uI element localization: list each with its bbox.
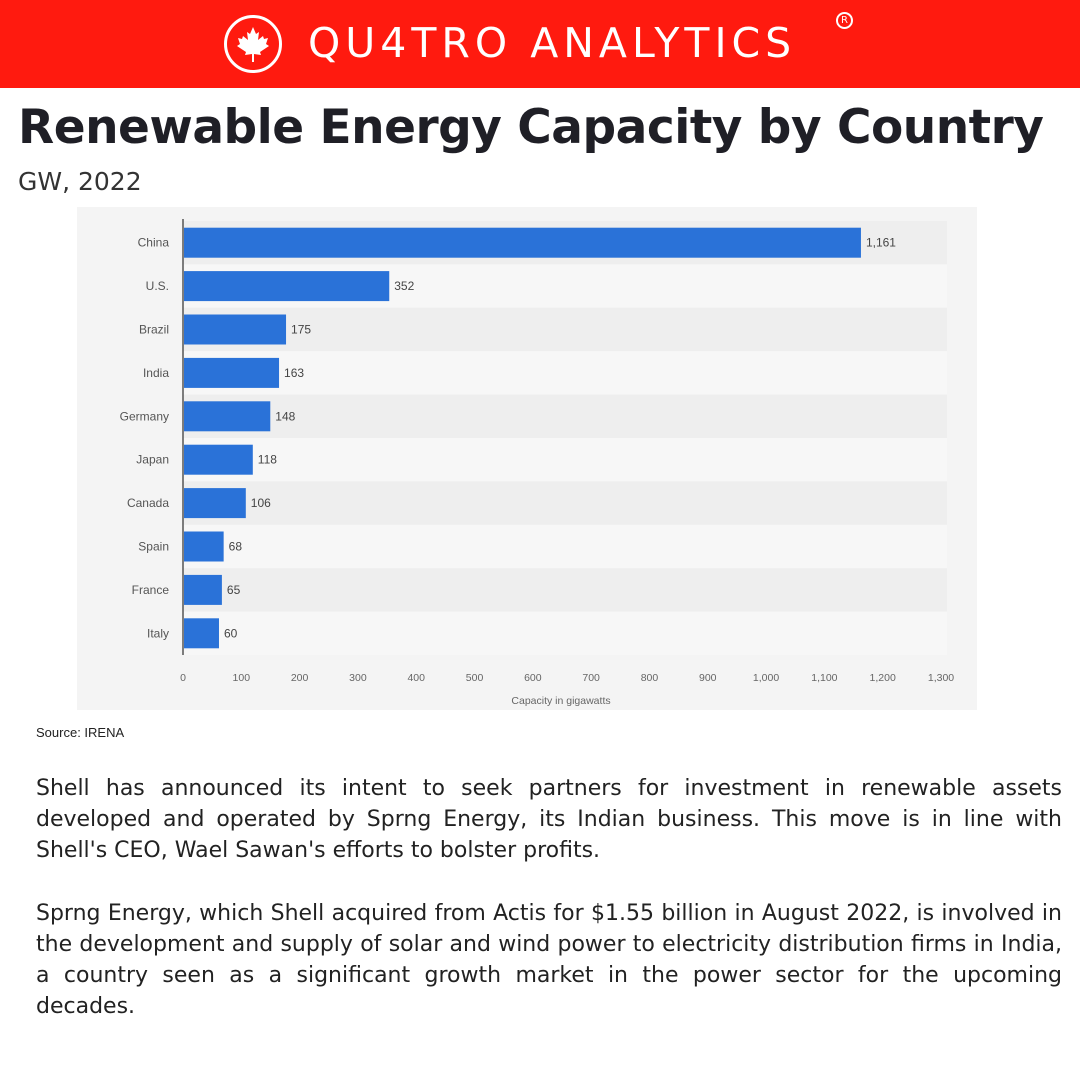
bar-brazil	[184, 314, 287, 345]
bar-italy	[184, 618, 219, 649]
x-tick-label: 0	[180, 672, 186, 684]
page-title: Renewable Energy Capacity by Country	[18, 100, 1044, 155]
source-note: Source: IRENA	[36, 725, 125, 740]
value-label: 118	[258, 453, 277, 467]
value-label: 60	[224, 626, 238, 640]
brand-name: QU4TRO ANALYTICS	[308, 19, 797, 67]
chart-panel: China 1,161 U.S. 352 Brazil 175 India 163 German…	[77, 207, 977, 710]
value-label: 148	[275, 409, 295, 423]
logo	[224, 15, 282, 73]
header-banner: QU4TRO ANALYTICS R	[0, 0, 1080, 88]
bar-chart: China 1,161 U.S. 352 Brazil 175 India 163 German…	[120, 219, 954, 707]
x-tick-label: 700	[582, 672, 600, 684]
category-label: Spain	[138, 540, 169, 554]
x-tick-label: 100	[233, 672, 251, 684]
page-subtitle: GW, 2022	[18, 167, 142, 196]
category-label: China	[138, 236, 170, 250]
row-band	[183, 568, 947, 612]
x-tick-label: 800	[641, 672, 659, 684]
x-tick-label: 1,200	[870, 672, 896, 684]
bar-japan	[184, 444, 253, 475]
value-label: 163	[284, 366, 304, 380]
body-paragraph-2: Sprng Energy, which Shell acquired from …	[36, 901, 1062, 1019]
bar-spain	[184, 531, 224, 562]
row-band	[183, 524, 947, 569]
bar-china	[184, 227, 861, 258]
x-tick-label: 900	[699, 672, 717, 684]
category-label: Japan	[136, 453, 169, 467]
x-tick-label: 300	[349, 672, 367, 684]
bar-india	[184, 357, 280, 388]
body-paragraph-1: Shell has announced its intent to seek p…	[36, 776, 1062, 863]
value-label: 175	[291, 323, 311, 337]
category-label: Germany	[120, 409, 169, 423]
bar-us	[184, 271, 390, 302]
row-band	[183, 481, 947, 525]
row-band	[183, 307, 947, 352]
x-tick-label: 1,100	[811, 672, 837, 684]
bar-canada	[184, 488, 246, 519]
category-label: Canada	[127, 496, 169, 510]
x-tick-label: 400	[407, 672, 425, 684]
category-label: Brazil	[139, 323, 169, 337]
x-tick-label: 200	[291, 672, 309, 684]
x-tick-label: 1,000	[753, 672, 779, 684]
category-label: India	[143, 366, 169, 380]
category-label: U.S.	[146, 279, 169, 293]
row-band	[183, 611, 947, 655]
category-label: Italy	[147, 626, 169, 640]
row-band	[183, 394, 947, 438]
bar-france	[184, 574, 222, 605]
bar-germany	[184, 401, 271, 432]
value-label: 1,161	[866, 236, 896, 250]
row-band	[183, 438, 947, 482]
registered-mark: R	[836, 12, 853, 29]
maple-leaf-icon	[237, 27, 269, 62]
value-label: 65	[227, 583, 241, 597]
x-tick-label: 500	[466, 672, 484, 684]
value-label: 106	[251, 496, 271, 510]
value-label: 352	[394, 279, 414, 293]
x-tick-label: 1,300	[928, 672, 954, 684]
value-label: 68	[229, 540, 243, 554]
x-axis-title: Capacity in gigawatts	[511, 695, 610, 707]
row-band	[183, 351, 947, 395]
x-tick-label: 600	[524, 672, 542, 684]
category-label: France	[132, 583, 170, 597]
